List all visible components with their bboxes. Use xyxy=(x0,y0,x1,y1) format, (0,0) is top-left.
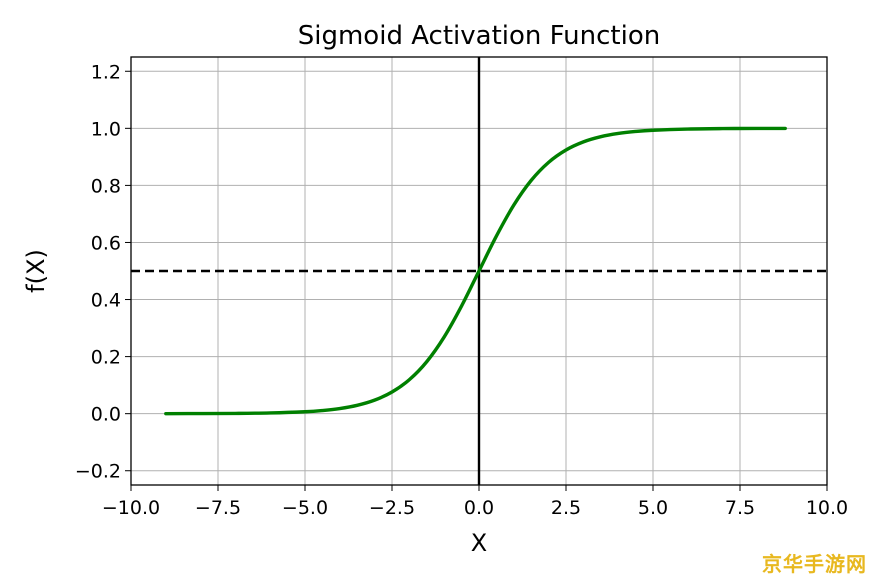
x-tick-label: 7.5 xyxy=(725,497,755,519)
x-tick-label: 5.0 xyxy=(638,497,668,519)
y-tick-label: 0.0 xyxy=(91,404,121,426)
x-axis-label: X xyxy=(471,529,487,557)
y-tick-label: 0.4 xyxy=(91,290,121,312)
y-tick-label: 0.2 xyxy=(91,347,121,369)
y-tick-label: 1.0 xyxy=(91,118,121,140)
ticks: −10.0 −7.5 −5.0 −2.5 0.0 2.5 5.0 7.5 10.0 −0.2 0.0… xyxy=(75,61,848,519)
x-tick-label: −10.0 xyxy=(102,497,160,519)
series-layer xyxy=(164,126,787,416)
x-tick-label: −2.5 xyxy=(369,497,415,519)
sigmoid-curve xyxy=(164,126,787,416)
x-tick-label: 10.0 xyxy=(806,497,848,519)
y-tick-label: 0.8 xyxy=(91,175,121,197)
y-tick-label: −0.2 xyxy=(75,461,121,483)
watermark-logo: 京华手游网 xyxy=(762,552,867,576)
x-tick-label: 2.5 xyxy=(551,497,581,519)
y-tick-label: 1.2 xyxy=(91,61,121,83)
y-tick-label: 0.6 xyxy=(91,232,121,254)
y-axis-label: f(X) xyxy=(22,249,50,293)
x-tick-label: 0.0 xyxy=(464,497,494,519)
chart-title: Sigmoid Activation Function xyxy=(298,21,660,51)
x-tick-label: −7.5 xyxy=(195,497,241,519)
x-tick-label: −5.0 xyxy=(282,497,328,519)
